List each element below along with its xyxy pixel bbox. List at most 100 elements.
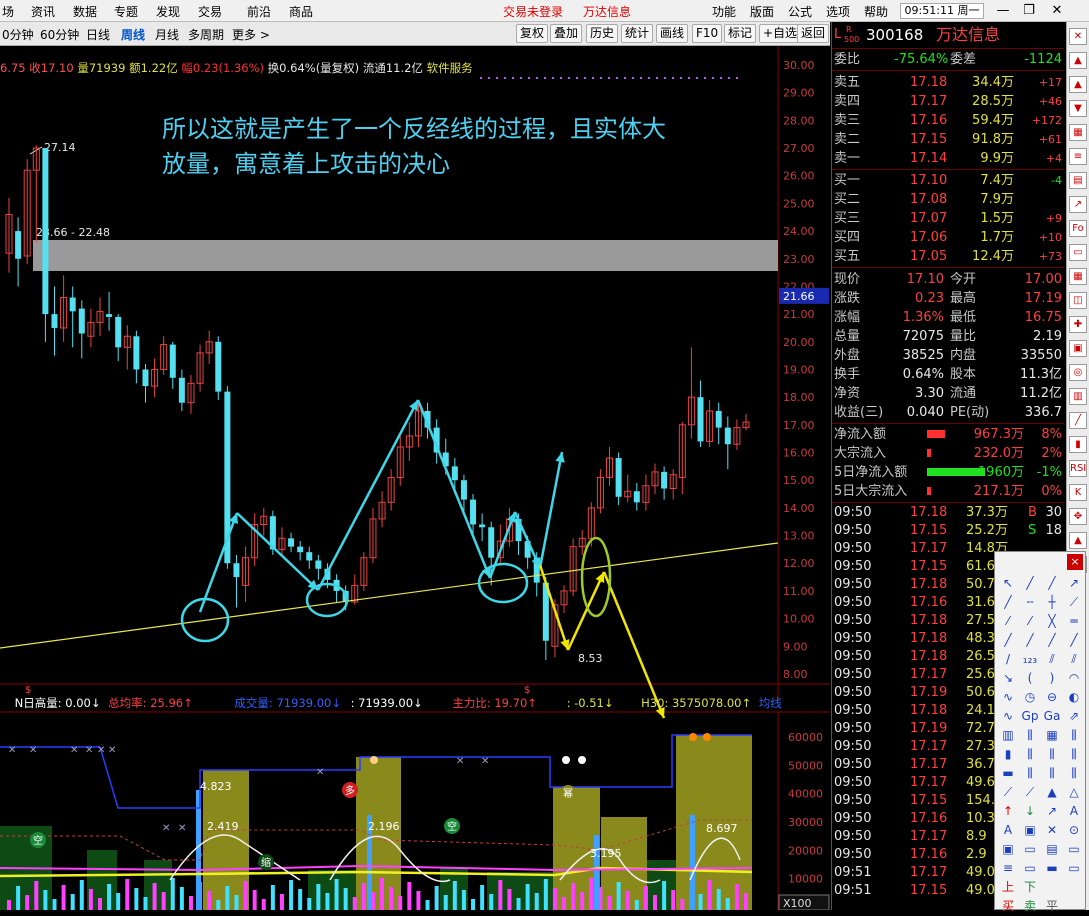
ask-row[interactable]: 卖一 17.14 9.9万 +4 [832,149,1064,168]
period-tab-month[interactable]: 月线 [155,28,180,42]
draw-tool-3-1-icon[interactable]: ╱ [1026,633,1034,647]
menu-item-news[interactable]: 资讯 [31,5,56,19]
draw-tool-9-0-icon[interactable]: ▮ [1004,747,1012,761]
draw-tool-12-3-icon[interactable]: A [1069,804,1079,818]
draw-tool-11-3-icon[interactable]: △ [1069,785,1079,799]
draw-tool-0-0-icon[interactable]: ↖ [1002,576,1014,590]
draw-tool-4-2-icon[interactable]: ⫽ [1049,652,1055,666]
draw-tool-8-3-icon[interactable]: ⫼ [1071,728,1077,742]
draw-tool-10-1-icon[interactable]: ⫼ [1027,766,1033,780]
draw-tool-8-1-icon[interactable]: ⫼ [1027,728,1033,742]
tool-button-watchlist[interactable]: +自选 [759,24,802,43]
tool-button-mark[interactable]: 标记 [724,24,757,43]
compass-icon[interactable]: ✚ [1069,316,1087,333]
ask-row[interactable]: 卖三 17.16 59.4万 +172 [832,111,1064,130]
draw-tool-16-0-icon[interactable]: 上 [1001,880,1014,894]
draw-tool-14-3-icon[interactable]: ▭ [1068,842,1080,856]
draw-tool-15-3-icon[interactable]: ▭ [1068,861,1080,875]
minimize-icon[interactable]: — [996,3,1010,18]
draw-tool-3-3-icon[interactable]: ╱ [1070,633,1078,647]
draw-tool-1-1-icon[interactable]: ╌ [1026,595,1034,609]
draw-tool-12-0-icon[interactable]: ↑ [1002,804,1014,818]
draw-tool-9-2-icon[interactable]: ⫼ [1049,747,1055,761]
ask-row[interactable]: 卖二 17.15 91.8万 +61 [832,130,1064,149]
list-icon[interactable]: ≡ [1069,148,1087,165]
period-tab-more[interactable]: 更多 > [232,26,270,43]
tool-button-overlay[interactable]: 叠加 [550,24,583,43]
menu-item-market[interactable]: 场 [2,5,15,19]
draw-tool-12-2-icon[interactable]: ↗ [1046,804,1058,818]
draw-tool-10-3-icon[interactable]: ⫼ [1071,766,1077,780]
period-tab-day[interactable]: 日线 [86,28,111,42]
menu-item-help[interactable]: 帮助 [864,5,889,19]
calendar-icon[interactable]: ▤ [1069,172,1087,189]
tool-button-f10[interactable]: F10 [692,24,723,43]
menu-item-frontier[interactable]: 前沿 [247,5,272,19]
draw-tool-4-3-icon[interactable]: ⫽ [1071,652,1077,666]
draw-tool-10-2-icon[interactable]: ⫼ [1049,766,1055,780]
menu-item-data[interactable]: 数据 [73,5,98,19]
bar-icon[interactable]: ▥ [1069,388,1087,405]
draw-tool-9-1-icon[interactable]: ⫼ [1027,747,1033,761]
draw-tool-16-1-icon[interactable]: 下 [1023,880,1036,894]
menu-item-trade[interactable]: 交易 [198,5,223,19]
draw-tool-7-0-icon[interactable]: ∿ [1002,709,1014,723]
restore-icon[interactable]: ❐ [1023,3,1035,18]
draw-tool-9-3-icon[interactable]: ⫼ [1071,747,1077,761]
trend-icon[interactable]: ↗ [1069,196,1087,213]
line-icon[interactable]: ╱ [1069,412,1087,429]
menu-item-options[interactable]: 选项 [826,5,851,19]
draw-tool-11-2-icon[interactable]: ▲ [1047,785,1057,799]
draw-tool-5-3-icon[interactable]: ◠ [1068,671,1080,685]
draw-tool-1-2-icon[interactable]: ┼ [1048,595,1056,609]
candlestick-chart[interactable]: 30.00 29.00 28.00 27.00 26.00 25.00 24.00 23.00… [0,46,830,910]
arrow-up-2-icon[interactable]: ▲ [1069,76,1087,93]
draw-tool-4-0-icon[interactable]: / [1005,652,1011,666]
bid-row[interactable]: 买三 17.07 1.5万 +9 [832,209,1064,228]
period-tab-multi[interactable]: 多周期 [188,28,225,42]
draw-tool-1-0-icon[interactable]: ╱ [1004,595,1012,609]
draw-tool-5-1-icon[interactable]: ( [1027,671,1033,685]
period-tab-min[interactable]: 0分钟 [2,28,34,42]
draw-tool-17-0-icon[interactable]: 买 [1001,899,1014,913]
info-sector[interactable]: 软件服务 [426,61,473,75]
trade-login-status[interactable]: 交易未登录 [503,5,564,19]
draw-tool-15-2-icon[interactable]: ▬ [1046,861,1058,875]
draw-tool-13-1-icon[interactable]: ▣ [1024,823,1036,837]
draw-tool-7-3-icon[interactable]: ⇗ [1068,709,1080,723]
draw-tool-15-0-icon[interactable]: ≡ [1002,861,1014,875]
menu-item-function[interactable]: 功能 [712,5,737,19]
chart-icon[interactable]: ▦ [1069,124,1087,141]
draw-tool-4-1-icon[interactable]: ₁₂₃ [1022,652,1038,666]
graph-icon[interactable]: ◫ [1069,292,1087,309]
draw-tool-14-1-icon[interactable]: ▭ [1024,842,1036,856]
settings-icon[interactable]: ◎ [1069,364,1087,381]
col-icon[interactable]: ▮ [1069,436,1087,453]
draw-tool-6-1-icon[interactable]: ◷ [1024,690,1036,704]
draw-tool-13-0-icon[interactable]: A [1003,823,1013,837]
draw-tool-8-0-icon[interactable]: ▥ [1002,728,1014,742]
fund-icon[interactable]: Fo [1069,220,1087,237]
menu-item-layout[interactable]: 版面 [750,5,775,19]
period-tab-60min[interactable]: 60分钟 [40,28,80,42]
draw-tool-13-3-icon[interactable]: ⊙ [1068,823,1080,837]
draw-tool-5-2-icon[interactable]: ) [1049,671,1055,685]
menu-item-formula[interactable]: 公式 [788,5,813,19]
draw-tool-11-0-icon[interactable]: ⟋ [1003,785,1013,799]
menu-item-commodity[interactable]: 商品 [289,5,314,19]
tool-button-history[interactable]: 历史 [586,24,619,43]
move-icon[interactable]: ✥ [1069,508,1087,525]
draw-tool-0-3-icon[interactable]: ↗ [1068,576,1080,590]
bid-row[interactable]: 买四 17.06 1.7万 +10 [832,228,1064,247]
palette-close-button[interactable]: × [1067,554,1083,570]
arrow-down-icon[interactable]: ▼ [1069,100,1087,117]
grid-icon[interactable]: ▦ [1069,268,1087,285]
draw-tool-7-1-icon[interactable]: Gp [1021,709,1039,723]
draw-tool-17-2-icon[interactable]: 平 [1045,899,1058,913]
draw-tool-2-1-icon[interactable]: ⁄ [1028,614,1031,628]
draw-tool-5-0-icon[interactable]: ↘ [1002,671,1014,685]
bid-row[interactable]: 买二 17.08 7.9万 [832,190,1064,209]
tool-button-draw[interactable]: 画线 [656,24,689,43]
tool-button-adjust[interactable]: 复权 [516,24,549,43]
draw-tool-13-2-icon[interactable]: ✕ [1046,823,1058,837]
